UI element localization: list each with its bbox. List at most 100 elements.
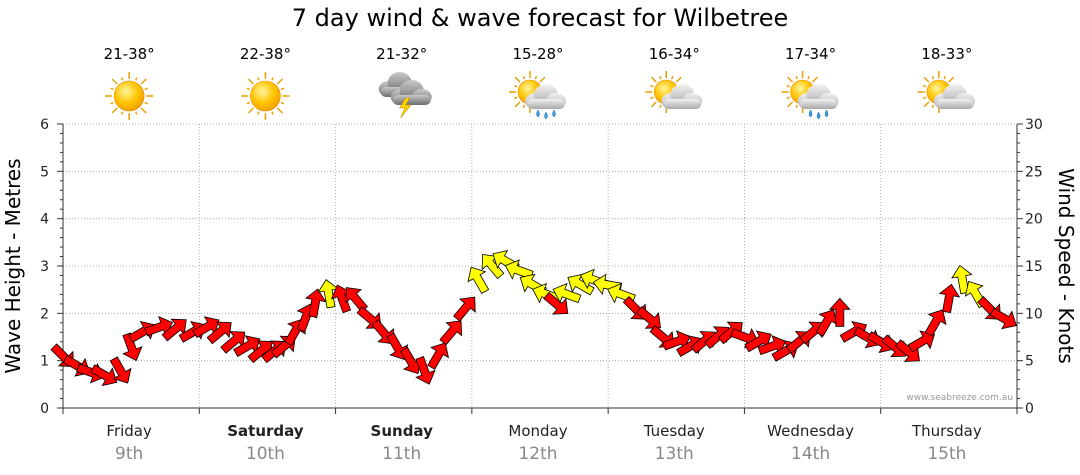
wind-arrow	[345, 287, 368, 313]
rain-drop	[536, 109, 540, 118]
partly-cloudy-showers-icon	[781, 71, 839, 120]
sun-ray	[670, 76, 674, 80]
sun-ray	[257, 111, 260, 115]
sun-ray	[110, 101, 114, 105]
sun-disc	[113, 80, 145, 112]
cloud-shape	[661, 84, 703, 109]
day-name-label: Monday	[508, 422, 567, 440]
day-temperature: 15-28°	[512, 45, 563, 63]
sun-ray	[534, 76, 538, 80]
cloud-base	[527, 99, 565, 109]
day-date-label: 13th	[655, 444, 694, 464]
cloud-shape	[797, 84, 839, 109]
sunny-icon	[105, 72, 154, 120]
lightning-bolt	[399, 97, 412, 119]
day-name-label: Sunday	[371, 422, 434, 440]
wind-arrow	[744, 330, 772, 353]
sun-ray	[923, 76, 930, 83]
sun-ray	[811, 76, 818, 83]
wind-arrow	[717, 321, 743, 345]
wind-arrow	[317, 279, 339, 309]
sun-ray	[514, 76, 521, 83]
wind-arrow	[467, 266, 490, 295]
wind-arrow	[122, 332, 143, 362]
wind-arrow	[192, 316, 220, 339]
sun-ray	[931, 76, 935, 80]
wind-arrow	[938, 283, 961, 314]
sun-ray	[144, 87, 148, 91]
wind-arrow	[989, 307, 1017, 330]
sun-ray	[140, 78, 147, 85]
sun-ray	[134, 77, 138, 81]
sun-ray	[247, 107, 254, 114]
cloud-base	[392, 95, 431, 105]
rain-drop	[808, 109, 813, 118]
wind-arrow	[815, 309, 838, 337]
sun-ray	[922, 96, 927, 100]
right-tick-label: 15	[1025, 259, 1043, 275]
right-tick-label: 0	[1025, 401, 1034, 417]
wind-arrow	[567, 273, 595, 296]
sun-ray	[659, 76, 662, 80]
left-tick-label: 2	[40, 306, 49, 322]
day-date-label: 14th	[791, 444, 830, 464]
sun-ray	[650, 101, 657, 108]
sun-ray	[539, 76, 546, 83]
day-date-label: 12th	[518, 444, 557, 464]
wind-arrow	[233, 335, 261, 357]
sun-ray	[922, 84, 927, 88]
day-temperature: 18-33°	[921, 45, 972, 63]
day-date-label: 11th	[382, 444, 421, 464]
day-temperature: 21-32°	[376, 45, 427, 63]
sun-ray	[522, 104, 526, 108]
sun-ray	[650, 76, 657, 83]
rain-drop	[552, 109, 556, 118]
sun-ray	[807, 76, 810, 80]
wind-arrow	[439, 320, 463, 346]
wind-arrow	[90, 364, 118, 387]
left-axis-label: Wave Height - Metres	[1, 158, 25, 373]
cloud-shape	[933, 84, 975, 109]
day-date-label: 15th	[927, 444, 966, 464]
sun-ray	[276, 107, 283, 114]
sun-ray	[111, 78, 118, 85]
sun-ray	[280, 87, 285, 91]
partly-cloudy-icon	[645, 71, 703, 113]
right-tick-label: 10	[1025, 306, 1043, 322]
sun-ray	[787, 101, 794, 108]
sun-ray	[246, 101, 251, 105]
day-temperature: 21-38°	[104, 45, 155, 63]
day-name-label: Wednesday	[767, 422, 854, 440]
cloud-shape	[525, 84, 566, 109]
right-tick-label: 25	[1025, 164, 1043, 180]
sun-ray	[514, 96, 518, 100]
wind-arrow	[206, 321, 232, 345]
sun-ray	[257, 77, 260, 81]
sun-ray	[276, 78, 283, 85]
wind-arrow	[109, 356, 132, 384]
cloud-base	[935, 99, 974, 109]
left-tick-label: 4	[40, 212, 49, 228]
sun-ray	[246, 87, 251, 91]
sun-ray	[514, 101, 521, 108]
sun-ray	[787, 76, 794, 83]
day-temperature: 16-34°	[649, 45, 700, 63]
sun-rays	[241, 72, 290, 120]
chart-title: 7 day wind & wave forecast for Wilbetree	[291, 4, 789, 32]
right-tick-label: 30	[1025, 117, 1043, 133]
sun-ray	[120, 111, 124, 115]
left-tick-label: 3	[40, 259, 49, 275]
day-temperature: 17-34°	[785, 45, 836, 63]
sun-ray	[522, 76, 526, 80]
sun-ray	[786, 96, 790, 100]
day-date-label: 9th	[115, 444, 143, 464]
left-tick-label: 5	[40, 164, 49, 180]
cloud-base	[663, 99, 702, 109]
wind-arrow	[924, 309, 947, 337]
cloud-shape	[390, 80, 432, 105]
sun-ray	[271, 111, 274, 115]
cloud-base	[799, 99, 838, 109]
thunderstorm-icon	[378, 72, 432, 119]
wind-arrow	[504, 259, 534, 280]
partly-cloudy-showers-icon	[509, 71, 566, 120]
